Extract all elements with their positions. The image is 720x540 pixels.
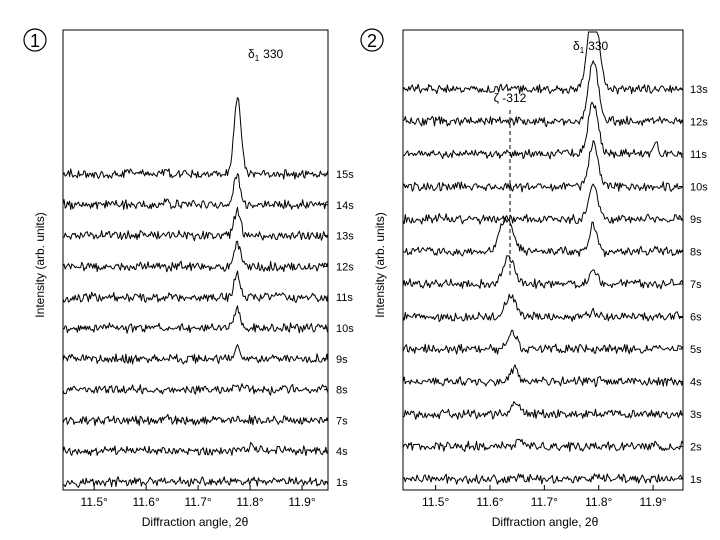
series-label: 12s: [336, 261, 354, 273]
trace-1s: [402, 473, 684, 485]
x-ticks: 11.5° 11.6° 11.7° 11.8° 11.9°: [422, 485, 667, 509]
panel-2: 2 Intensity (arb. units) 1s 2s 3s 4s 5s 6s 7s 8…: [360, 28, 708, 529]
trace-8s: [402, 217, 684, 258]
x-ticks: 11.5° 11.6° 11.7° 11.8° 11.9°: [81, 485, 316, 509]
traces: [402, 31, 684, 485]
series-label: 8s: [336, 385, 348, 397]
trace-5s: [402, 329, 684, 355]
y-axis-label: Intensity (arb. units): [33, 212, 47, 317]
trace-1s: [62, 476, 329, 488]
plot-frame: [62, 29, 329, 491]
trace-7s: [62, 413, 329, 426]
series-label: 11s: [336, 292, 353, 304]
y-axis-label: Intensity (arb. units): [373, 212, 387, 317]
trace-9s: [62, 344, 329, 365]
trace-2s: [402, 438, 684, 452]
trace-9s: [402, 183, 684, 225]
traces: [62, 97, 329, 488]
x-tick-label: 11.9°: [639, 495, 666, 509]
trace-7s: [402, 255, 684, 290]
x-tick-label: 11.8°: [236, 495, 263, 509]
trace-14s: [62, 173, 329, 210]
peak-annotation: δ1 330: [573, 39, 608, 55]
x-axis-label: Diffraction angle, 2θ: [142, 515, 249, 529]
panel-1-number: 1: [30, 31, 40, 51]
trace-6s: [402, 293, 684, 323]
series-labels: 1s 4s 7s 8s 9s 10s 11s 12s 13s 14s 15s: [324, 169, 354, 489]
series-label: 2s: [690, 442, 702, 454]
panel-2-number: 2: [367, 31, 377, 51]
trace-13s: [402, 31, 684, 95]
series-label: 4s: [690, 377, 702, 389]
trace-12s: [402, 60, 684, 128]
trace-8s: [62, 383, 329, 396]
panel-1: 1 Intensity (arb. units) 1s 4s 7s 8s 9s 10s 11…: [23, 28, 354, 529]
zeta-annotation: ζ -312: [494, 91, 527, 105]
trace-12s: [62, 240, 329, 273]
series-label: 9s: [336, 354, 348, 366]
series-label: 11s: [690, 149, 707, 161]
series-label: 1s: [690, 474, 702, 486]
series-label: 6s: [690, 312, 702, 324]
trace-4s: [62, 442, 329, 457]
trace-11s: [62, 270, 329, 303]
x-tick-label: 11.6°: [476, 495, 503, 509]
panel-2-badge: [360, 28, 384, 52]
trace-13s: [62, 206, 329, 242]
series-label: 10s: [336, 323, 354, 335]
series-label: 7s: [690, 279, 702, 291]
x-axis-label: Diffraction angle, 2θ: [492, 515, 599, 529]
series-label: 9s: [690, 214, 702, 226]
series-labels: 1s 2s 3s 4s 5s 6s 7s 8s 9s 10s 11s 12s 13s: [679, 84, 708, 486]
x-tick-label: 11.6°: [133, 495, 160, 509]
series-label: 12s: [690, 117, 708, 129]
series-label: 13s: [690, 84, 708, 96]
series-label: 15s: [336, 169, 354, 181]
series-label: 13s: [336, 231, 354, 243]
trace-10s: [62, 305, 329, 334]
trace-11s: [402, 101, 684, 160]
trace-3s: [402, 401, 684, 420]
trace-15s: [62, 97, 329, 180]
x-tick-label: 11.9°: [288, 495, 315, 509]
x-tick-label: 11.7°: [184, 495, 211, 509]
peak-annotation: δ1 330: [248, 47, 283, 63]
series-label: 14s: [336, 200, 354, 212]
series-label: 8s: [690, 247, 702, 259]
plot-frame: [402, 29, 684, 491]
panel-1-badge: [23, 28, 47, 52]
trace-10s: [402, 140, 684, 193]
series-label: 10s: [690, 182, 708, 194]
series-label: 7s: [336, 415, 348, 427]
x-tick-label: 11.5°: [422, 495, 449, 509]
series-label: 1s: [336, 477, 348, 489]
series-label: 3s: [690, 409, 702, 421]
x-tick-label: 11.8°: [585, 495, 612, 509]
trace-4s: [402, 364, 684, 388]
series-label: 5s: [690, 344, 702, 356]
series-label: 4s: [336, 446, 348, 458]
x-tick-label: 11.7°: [531, 495, 558, 509]
x-tick-label: 11.5°: [81, 495, 108, 509]
